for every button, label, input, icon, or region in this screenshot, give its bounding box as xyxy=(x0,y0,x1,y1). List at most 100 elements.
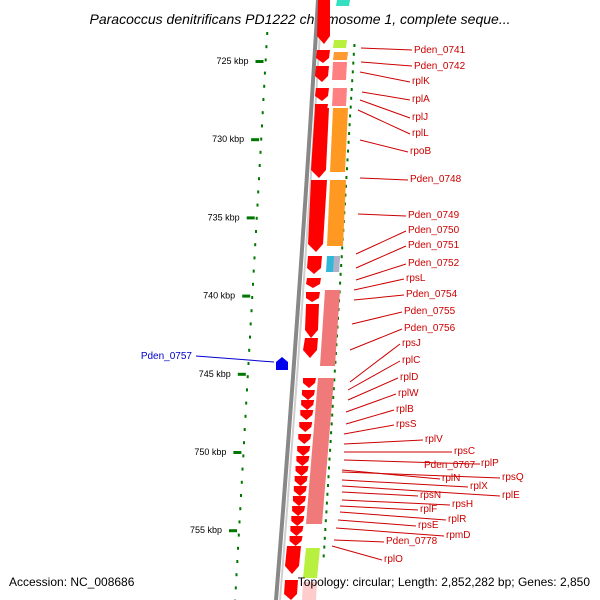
scale-tick xyxy=(229,529,237,533)
gene-label-pden-0749[interactable]: Pden_0749 xyxy=(408,210,460,221)
gene-label-rplc[interactable]: rplC xyxy=(402,355,420,366)
feature-lime-b xyxy=(303,548,320,578)
scale-label: 745 kbp xyxy=(199,369,231,379)
scale-ruler: 725 kbp 730 kbp 735 kbp 740 kbp 745 kbp 750 k… xyxy=(190,56,264,535)
tick-dot-outer xyxy=(347,149,349,153)
gene-label-pden-0767[interactable]: Pden_0767 xyxy=(424,460,476,471)
gene-label-pden-0751[interactable]: Pden_0751 xyxy=(408,240,460,251)
tick-dot xyxy=(261,124,263,128)
gene-arrow-0740 xyxy=(317,0,330,44)
gene-arrow-rpsL xyxy=(306,278,321,288)
gene-label-pden-0750[interactable]: Pden_0750 xyxy=(408,225,460,236)
gene-label-rpll[interactable]: rplL xyxy=(412,128,429,139)
gene-label-rplx[interactable]: rplX xyxy=(470,481,488,492)
gene-label-rplj[interactable]: rplJ xyxy=(412,112,428,123)
gene-label-pden-0741[interactable]: Pden_0741 xyxy=(414,45,466,56)
tick-dot-outer xyxy=(334,352,337,355)
gene-arrow-operon xyxy=(298,434,312,444)
tick-dot xyxy=(243,441,245,445)
tick-dot xyxy=(238,520,241,524)
tick-dot xyxy=(242,454,245,458)
gene-label-rpld[interactable]: rplD xyxy=(400,372,418,383)
tick-dot-outer xyxy=(352,52,355,56)
tick-dot-outer xyxy=(351,70,354,74)
gene-arrow-operon xyxy=(299,422,313,432)
gene-label-rplr[interactable]: rplR xyxy=(448,514,466,525)
gene-arrow-operon xyxy=(293,486,307,496)
feature-lime-a xyxy=(333,40,347,48)
gene-label-rpsj[interactable]: rpsJ xyxy=(402,338,421,349)
tick-dot-outer xyxy=(347,140,350,144)
gene-label-pden-0755[interactable]: Pden_0755 xyxy=(404,306,456,317)
feature-pink-d xyxy=(306,378,334,524)
gene-label-rple[interactable]: rplE xyxy=(502,490,520,501)
gene-label-rplw[interactable]: rplW xyxy=(398,388,419,399)
gene-label-rpsc[interactable]: rpsC xyxy=(454,446,475,457)
gene-label-rpsh[interactable]: rpsH xyxy=(452,499,473,510)
scale-tick xyxy=(251,138,260,142)
gene-arrow-operon xyxy=(292,506,306,516)
gene-arrow-operon xyxy=(294,476,308,486)
gene-label-pden-0748[interactable]: Pden_0748 xyxy=(410,174,462,185)
gene-arrow-0752 xyxy=(307,256,322,274)
feature-orange-b xyxy=(330,108,348,172)
tick-dot-outer xyxy=(340,255,343,259)
gene-arrow-operon xyxy=(301,390,315,400)
gene-label-pden-0742[interactable]: Pden_0742 xyxy=(414,61,466,72)
tick-dot-outer xyxy=(334,360,337,364)
label-leader-line xyxy=(347,360,401,391)
tick-dot xyxy=(247,362,250,365)
gene-label-rplp[interactable]: rplP xyxy=(481,458,499,469)
label-leader-line xyxy=(341,499,451,506)
gene-label-pden-0754[interactable]: Pden_0754 xyxy=(406,289,458,300)
gene-label-rplb[interactable]: rplB xyxy=(396,404,414,415)
label-leader-line xyxy=(331,545,383,561)
gene-label-rpss[interactable]: rpsS xyxy=(396,419,417,430)
label-leader-line xyxy=(341,485,501,497)
label-leader-line xyxy=(337,519,417,527)
gene-label-rpla[interactable]: rplA xyxy=(412,94,430,105)
gene-label-rplk[interactable]: rplK xyxy=(412,76,430,87)
label-leader-line xyxy=(347,377,399,401)
gene-label-rplo[interactable]: rplO xyxy=(384,554,403,565)
gene-label-pden-0778[interactable]: Pden_0778 xyxy=(386,536,438,547)
label-leader-line xyxy=(355,245,407,269)
gene-label-pden-0752[interactable]: Pden_0752 xyxy=(408,258,460,269)
label-leader-line xyxy=(355,263,407,281)
gene-label-rpsl[interactable]: rpsL xyxy=(406,273,426,284)
tick-dot-outer xyxy=(323,536,326,540)
tick-dot xyxy=(249,335,251,339)
tick-dot-outer xyxy=(351,79,354,83)
gene-label-rplv[interactable]: rplV xyxy=(425,434,443,445)
tick-dot-outer xyxy=(353,44,356,47)
tick-dot xyxy=(255,216,258,220)
gene-arrow-pden-0757[interactable] xyxy=(276,357,288,370)
forward-genes-bottom xyxy=(284,546,301,600)
gene-label-rpsn[interactable]: rpsN xyxy=(420,490,441,501)
feature-pink-c xyxy=(320,290,340,366)
gene-label-pden-0757[interactable]: Pden_0757 xyxy=(141,351,193,362)
tick-dot xyxy=(236,560,239,563)
gene-label-rpob[interactable]: rpoB xyxy=(410,146,431,157)
label-leader-line xyxy=(349,343,401,383)
gene-arrow-operon xyxy=(296,456,310,466)
tick-dot-outer xyxy=(344,184,347,188)
scale-tick xyxy=(237,372,246,376)
tick-dot xyxy=(252,282,254,286)
scale-tick xyxy=(242,294,251,298)
gene-label-pden-0756[interactable]: Pden_0756 xyxy=(404,323,456,334)
gene-label-rpse[interactable]: rpsE xyxy=(418,520,439,531)
tick-dot xyxy=(258,164,261,167)
gene-label-rplf[interactable]: rplF xyxy=(420,504,437,515)
gene-label-rpsq[interactable]: rpsQ xyxy=(502,472,524,483)
gene-label-rpmd[interactable]: rpmD xyxy=(446,530,470,541)
gene-label-rpln[interactable]: rplN xyxy=(442,473,460,484)
feature-pink-b xyxy=(332,88,347,106)
gene-arrow-0748 xyxy=(308,180,327,252)
tick-dot xyxy=(254,243,257,247)
tick-dot xyxy=(244,414,247,418)
gene-arrow-rpsJ xyxy=(303,338,318,358)
gene-arrow-operon xyxy=(300,410,314,420)
gene-arrow-operon xyxy=(303,378,316,388)
